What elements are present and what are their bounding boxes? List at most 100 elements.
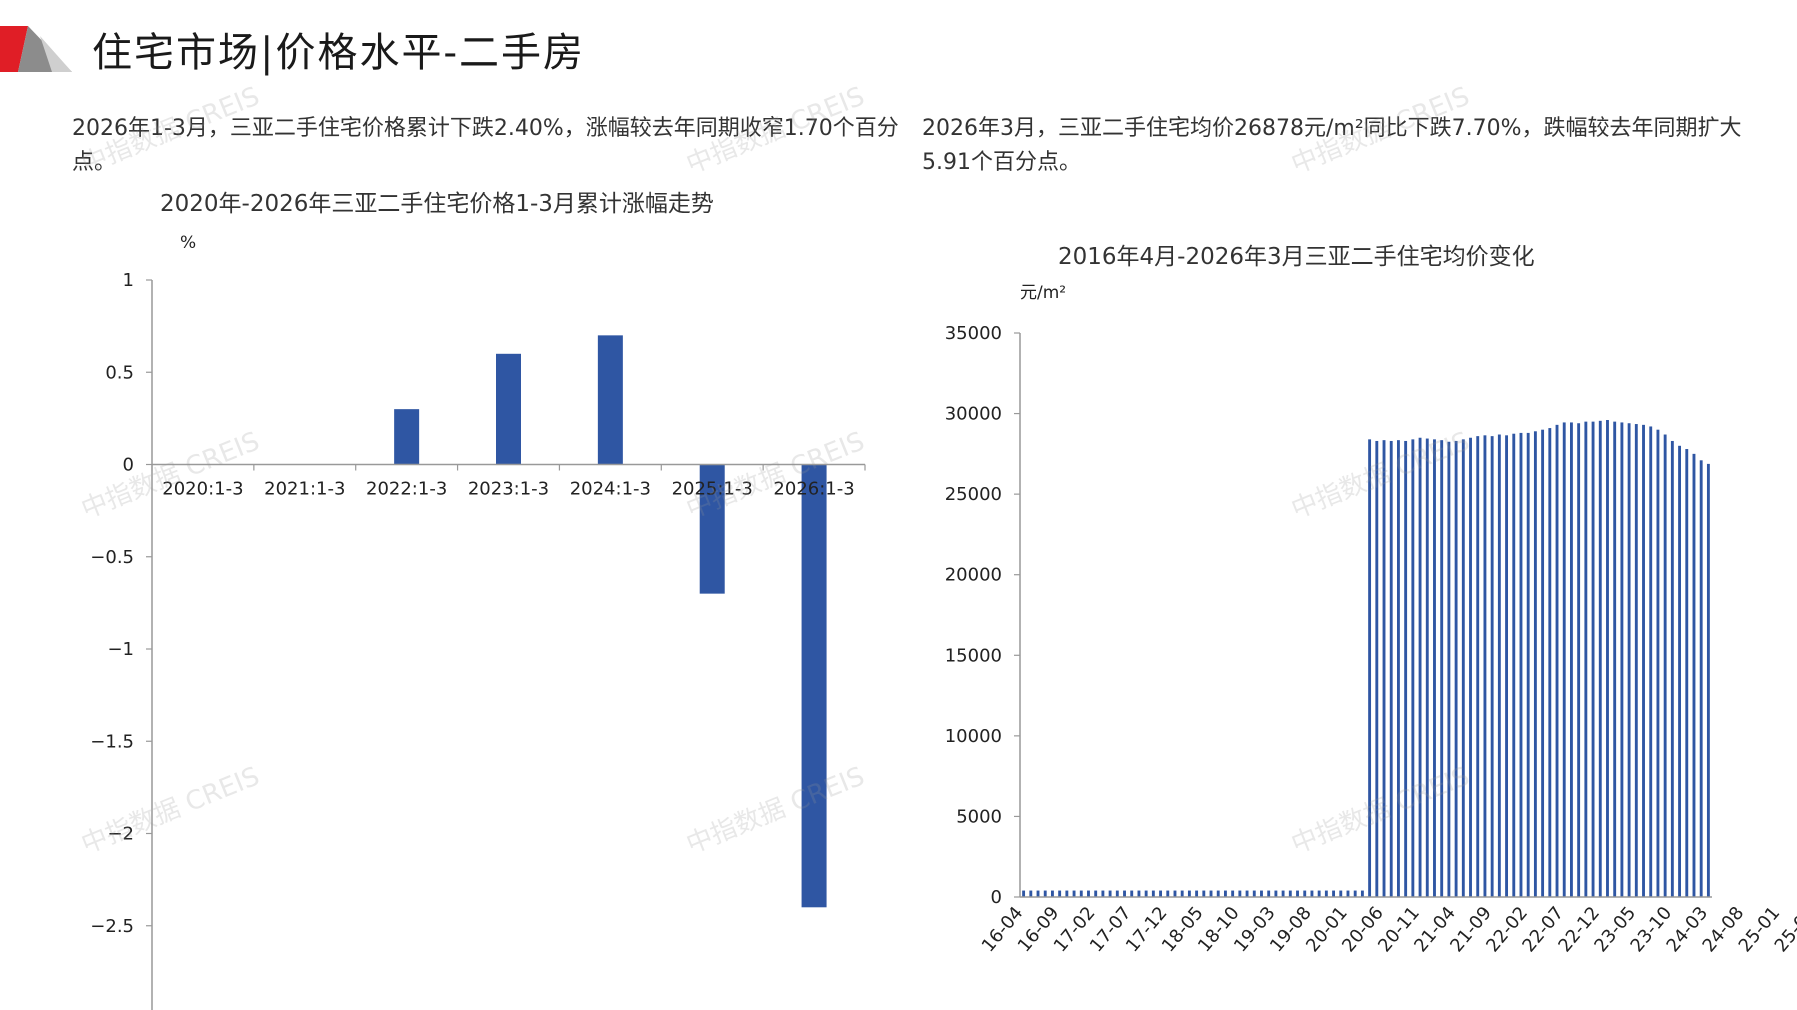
chart-right-y-unit: 元/m² [1020, 283, 1066, 303]
price-bar [1303, 890, 1307, 897]
price-bar [1656, 429, 1660, 897]
price-bar [1324, 890, 1328, 897]
price-bar [1101, 890, 1105, 897]
price-bar [1548, 428, 1552, 897]
price-bar [1526, 432, 1530, 897]
price-bar [1411, 439, 1415, 897]
price-bar [1195, 890, 1199, 897]
price-bar [1598, 420, 1602, 897]
bar-2023:1-3 [496, 353, 521, 465]
price-bar [1223, 890, 1227, 897]
price-bar [1634, 424, 1638, 897]
price-bar [1310, 890, 1314, 897]
price-bar [1260, 890, 1263, 897]
price-bar [1267, 890, 1271, 897]
price-bar [1469, 437, 1472, 897]
price-bar [1685, 449, 1689, 897]
price-bar [1144, 890, 1148, 897]
price-bar [1620, 422, 1624, 897]
price-bar [1353, 890, 1357, 897]
price-bar [1382, 440, 1386, 897]
price-bar [1296, 890, 1299, 897]
price-bar [1692, 453, 1696, 897]
bar-2026:1-3 [801, 464, 827, 908]
price-bar [1512, 433, 1516, 897]
x-category-label: 2025:1-3 [672, 479, 753, 500]
price-bar [1079, 890, 1083, 897]
price-bar [1202, 890, 1206, 897]
y-tick-label: −2.5 [90, 916, 134, 937]
price-bar [1151, 890, 1155, 897]
y-tick-label: 10000 [945, 726, 1002, 747]
logo-light-shape [40, 36, 72, 72]
price-bar [1613, 421, 1617, 897]
price-bar [1678, 445, 1682, 897]
price-bar [1541, 429, 1545, 897]
price-bar [1476, 436, 1480, 897]
price-bar [1087, 890, 1090, 897]
price-bar [1555, 424, 1559, 897]
price-bar [1036, 890, 1040, 897]
price-bar [1368, 439, 1372, 897]
price-bar [1699, 460, 1703, 897]
y-tick-label: 25000 [945, 484, 1002, 505]
x-category-label: 2026:1-3 [773, 479, 854, 500]
price-bar [1670, 440, 1674, 897]
price-bar [1123, 890, 1126, 897]
price-bar [1606, 420, 1609, 897]
price-bar [1166, 890, 1170, 897]
price-bar [1418, 437, 1422, 897]
x-category-label: 2020:1-3 [162, 479, 243, 500]
price-bar [1483, 435, 1487, 897]
price-bar [1519, 432, 1523, 897]
y-tick-label: −2 [107, 824, 134, 845]
y-tick-label: 0 [991, 887, 1002, 908]
price-bar [1375, 440, 1379, 897]
x-category-label: 2022:1-3 [366, 479, 447, 500]
x-category-label: 2021:1-3 [264, 479, 345, 500]
price-bar [1706, 463, 1710, 897]
price-bar [1180, 890, 1184, 897]
price-bar [1137, 890, 1141, 897]
price-bar [1072, 890, 1076, 897]
price-bar [1433, 439, 1436, 897]
cumulative-change-bar-chart: % 1 0.5 0 −0.5 −1 −1.5 −2 −2.5 2020:1-3 2021:1-3… [90, 233, 866, 1010]
price-bar [1187, 890, 1191, 897]
price-bar [1159, 890, 1163, 897]
summary-right: 2026年3月，三亚二手住宅均价26878元/m²同比下跌7.70%，跌幅较去年… [922, 116, 1742, 175]
price-bar [1029, 890, 1033, 897]
y-tick-label: −0.5 [90, 547, 134, 568]
price-bar [1584, 421, 1588, 897]
brand-logo-icon [0, 26, 72, 72]
price-bar [1043, 890, 1047, 897]
price-bar [1274, 890, 1278, 897]
price-bar [1094, 890, 1098, 897]
price-bar [1440, 440, 1444, 897]
price-bar [1115, 890, 1119, 897]
price-bar [1663, 434, 1667, 897]
price-bar [1065, 890, 1069, 897]
price-bar [1425, 438, 1429, 897]
price-bar [1288, 890, 1292, 897]
price-bar [1404, 440, 1408, 897]
price-bar [1591, 421, 1595, 897]
price-bar [1339, 890, 1343, 897]
price-bar [1058, 890, 1062, 897]
price-bar [1389, 440, 1393, 897]
chart-left-y-unit: % [180, 233, 196, 253]
price-bar [1454, 440, 1458, 897]
price-bar [1238, 890, 1242, 897]
price-bar [1627, 423, 1631, 897]
price-bar [1490, 436, 1494, 897]
y-tick-label: 1 [123, 270, 134, 291]
y-tick-label: −1.5 [90, 731, 134, 752]
price-bar [1360, 890, 1364, 897]
price-bar [1050, 890, 1054, 897]
price-bar [1533, 431, 1537, 897]
bar-2025:1-3 [699, 464, 725, 594]
y-tick-label: 5000 [956, 806, 1002, 827]
price-bar [1216, 890, 1220, 897]
chart-left-title: 2020年-2026年三亚二手住宅价格1-3月累计涨幅走势 [160, 191, 714, 217]
y-tick-label: 0.5 [105, 362, 134, 383]
x-category-label: 2023:1-3 [468, 479, 549, 500]
